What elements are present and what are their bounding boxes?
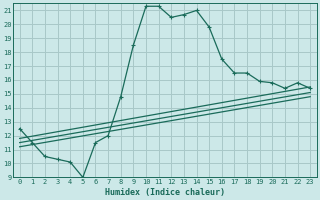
X-axis label: Humidex (Indice chaleur): Humidex (Indice chaleur): [105, 188, 225, 197]
